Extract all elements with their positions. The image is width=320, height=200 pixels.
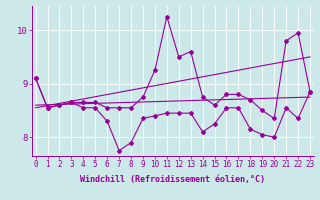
X-axis label: Windchill (Refroidissement éolien,°C): Windchill (Refroidissement éolien,°C) <box>80 175 265 184</box>
